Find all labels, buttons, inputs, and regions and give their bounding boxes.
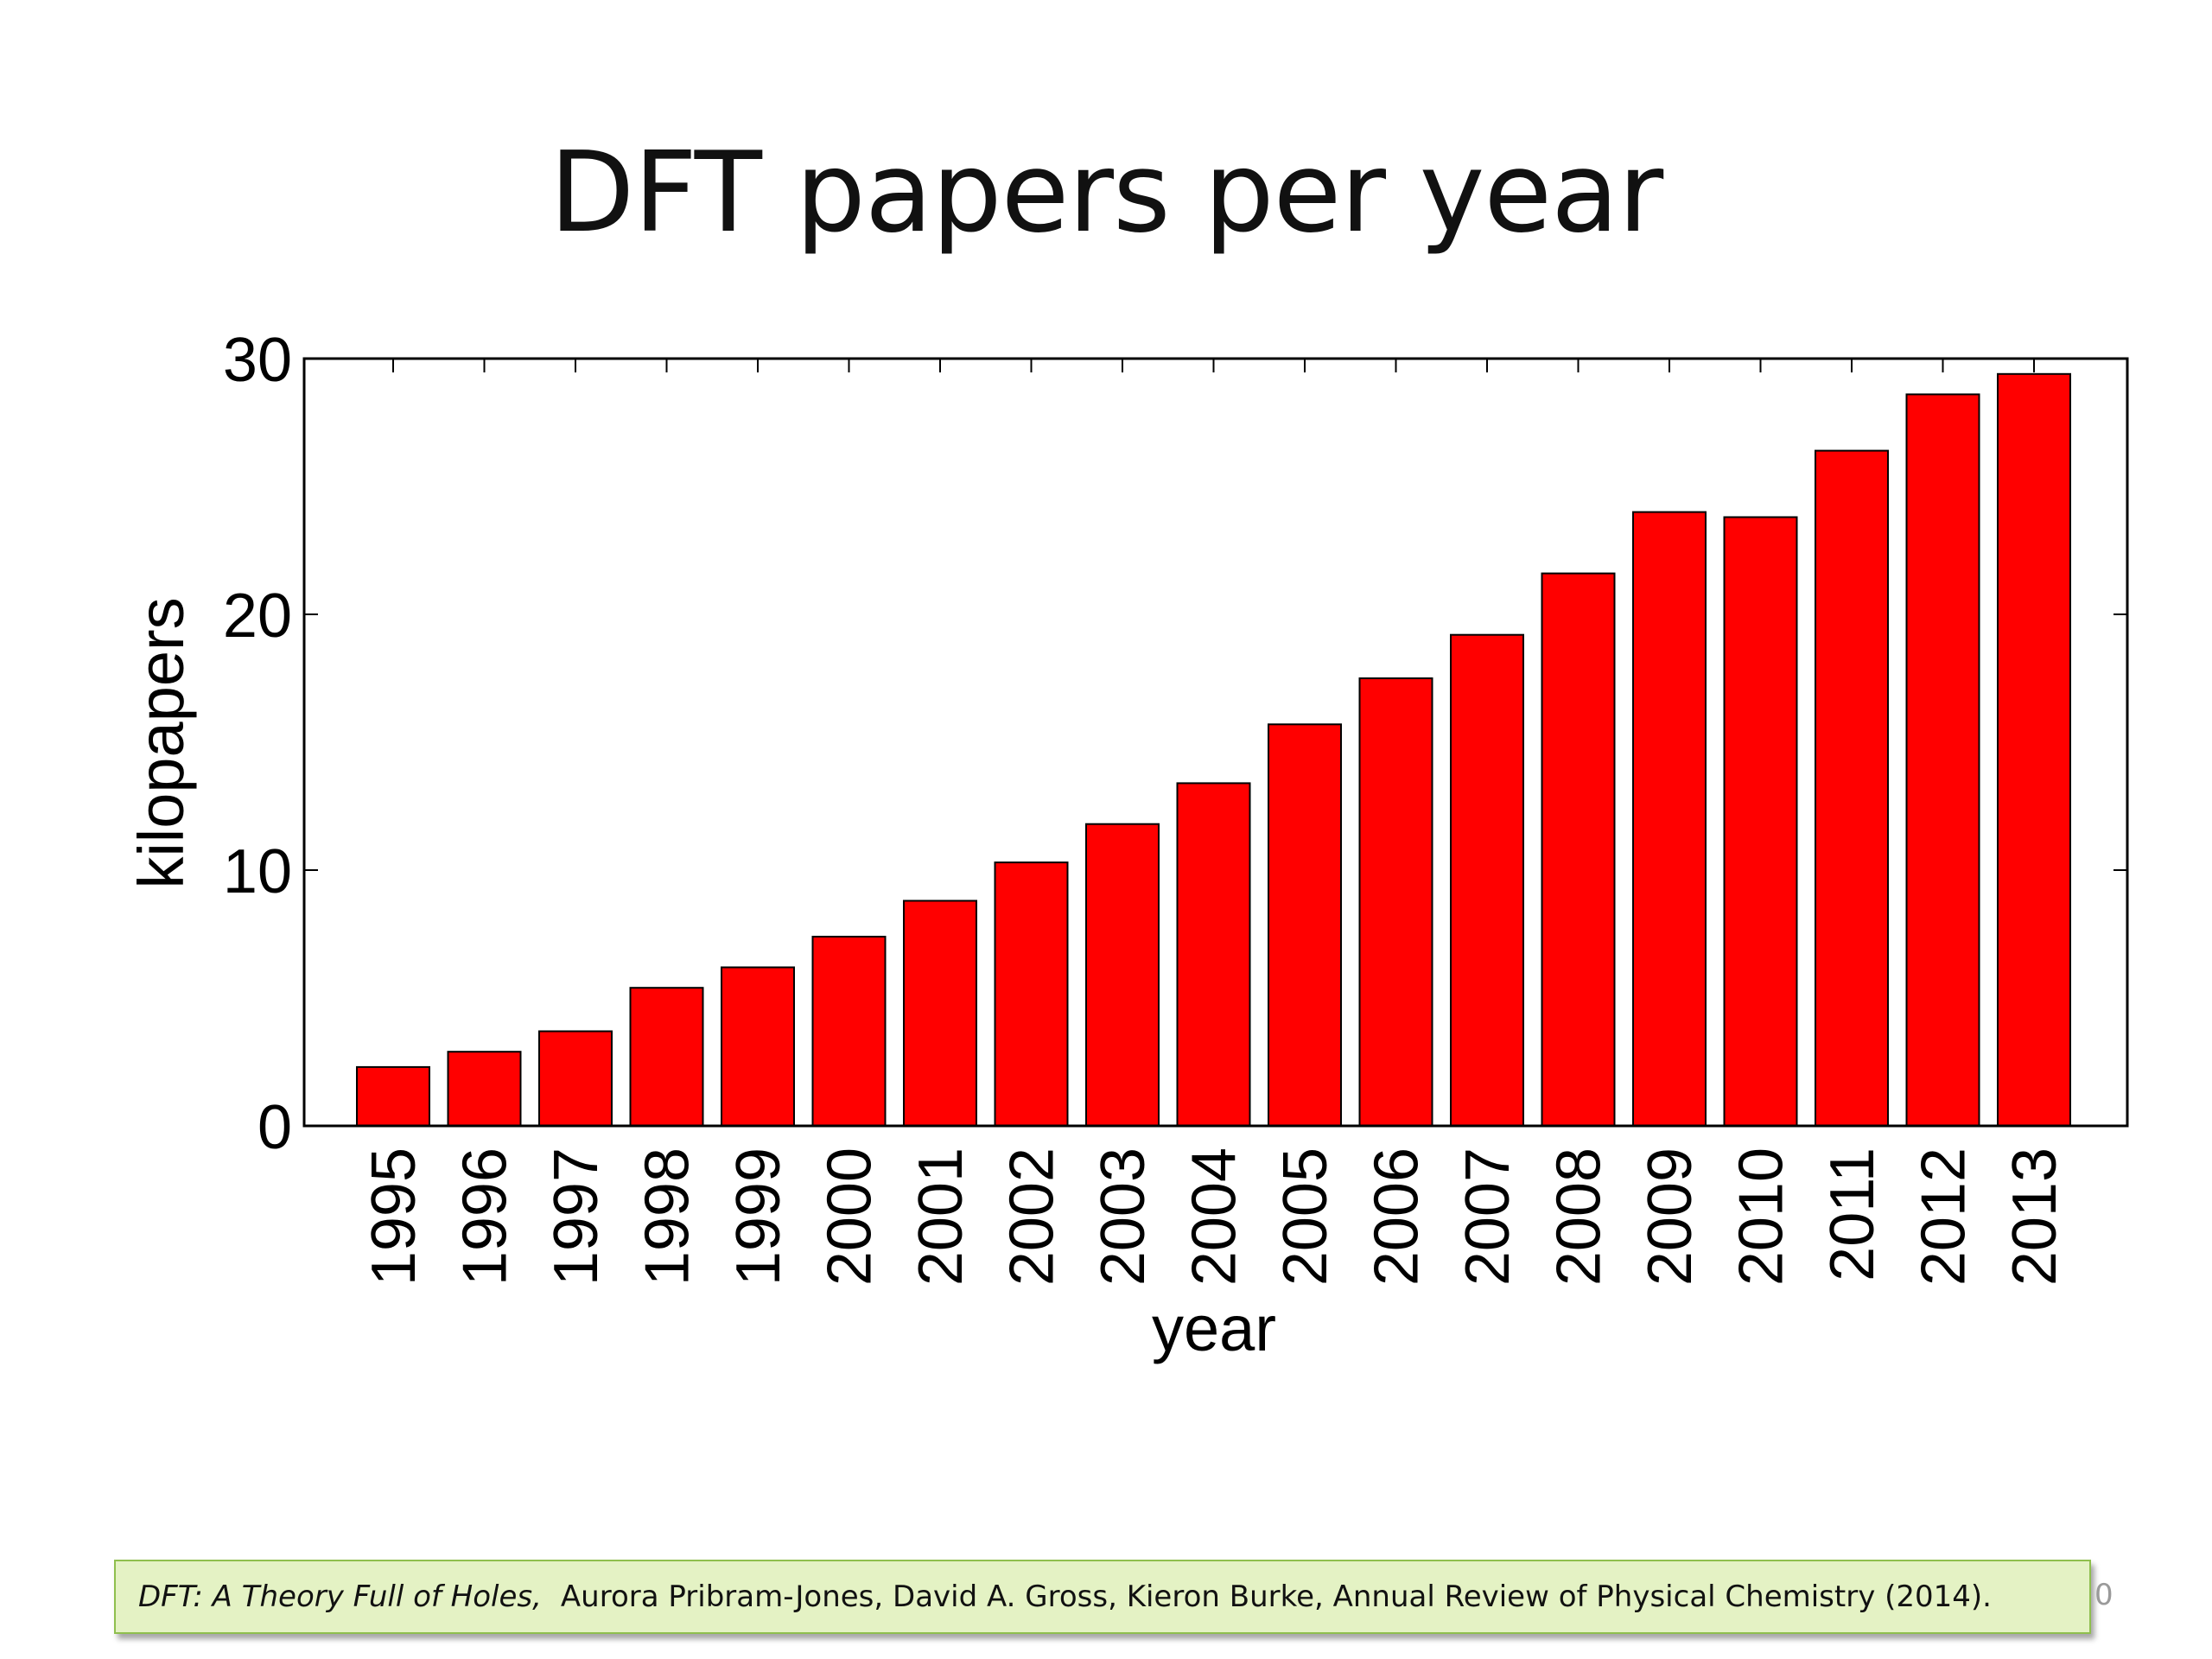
y-tick-labels: 0 10 20 30	[223, 326, 292, 1162]
citation-work-title: DFT: A Theory Full of Holes,	[138, 1580, 542, 1614]
x-tick-label-2010: 2010	[1727, 1147, 1796, 1286]
x-tick-label-2001: 2001	[906, 1147, 976, 1286]
x-tick-label-1996: 1996	[451, 1147, 520, 1286]
x-tick-label-1995: 1995	[359, 1147, 429, 1286]
bar-2002	[994, 861, 1069, 1127]
page-number: 0	[2094, 1578, 2113, 1612]
bar-2011	[1815, 449, 1889, 1127]
x-tick-label-2002: 2002	[998, 1147, 1067, 1286]
bar-2013	[1997, 372, 2071, 1127]
bar-2000	[811, 936, 887, 1127]
y-tick-label-20: 20	[223, 582, 292, 651]
x-tick-label-1998: 1998	[633, 1147, 702, 1286]
ticks-layer	[304, 358, 2127, 1127]
citation-box: DFT: A Theory Full of Holes, Aurora Prib…	[114, 1560, 2091, 1634]
bar-2004	[1176, 782, 1251, 1128]
x-tick-label-2013: 2013	[2000, 1147, 2069, 1286]
y-tick-label-0: 0	[257, 1093, 292, 1162]
x-tick-label-2005: 2005	[1271, 1147, 1340, 1286]
plot-frame	[302, 357, 2129, 1128]
bar-1999	[721, 966, 795, 1127]
bar-2005	[1268, 723, 1342, 1127]
x-tick-label-2000: 2000	[816, 1147, 885, 1286]
citation-details: Aurora Pribram-Jones, David A. Gross, Ki…	[560, 1580, 1992, 1614]
x-tick-labels: 1995 1996 1997 1998 1999 2000 2001 2002 2003 2004…	[359, 1147, 2069, 1286]
x-tick-label-2004: 2004	[1180, 1147, 1249, 1286]
slide-title: DFT papers per year	[549, 129, 1663, 257]
x-tick-label-1997: 1997	[542, 1147, 611, 1286]
bar-2006	[1358, 677, 1433, 1127]
y-tick-label-30: 30	[223, 326, 292, 395]
x-tick-label-2006: 2006	[1363, 1147, 1432, 1286]
y-tick-label-10: 10	[223, 837, 292, 906]
x-tick-label-2008: 2008	[1545, 1147, 1614, 1286]
x-tick-label-2012: 2012	[1910, 1147, 1979, 1286]
x-axis-label: year	[1152, 1293, 1276, 1364]
x-tick-label-2007: 2007	[1453, 1147, 1522, 1286]
bar-2012	[1905, 393, 1980, 1127]
bar-1997	[538, 1030, 613, 1127]
x-tick-label-2009: 2009	[1636, 1147, 1705, 1286]
bar-2003	[1085, 823, 1160, 1127]
bar-1996	[447, 1051, 522, 1127]
x-tick-label-2011: 2011	[1818, 1147, 1887, 1281]
bars-layer	[356, 372, 2071, 1128]
x-tick-label-1999: 1999	[724, 1147, 793, 1286]
x-tick-label-2003: 2003	[1089, 1147, 1158, 1286]
bar-1995	[356, 1065, 430, 1128]
y-axis-label: kilopapers	[125, 597, 197, 888]
bar-2010	[1723, 516, 1798, 1127]
bar-2001	[903, 899, 977, 1127]
bar-1998	[629, 987, 704, 1127]
bar-2007	[1450, 633, 1524, 1127]
bar-2009	[1632, 511, 1707, 1127]
bar-2008	[1541, 572, 1616, 1127]
